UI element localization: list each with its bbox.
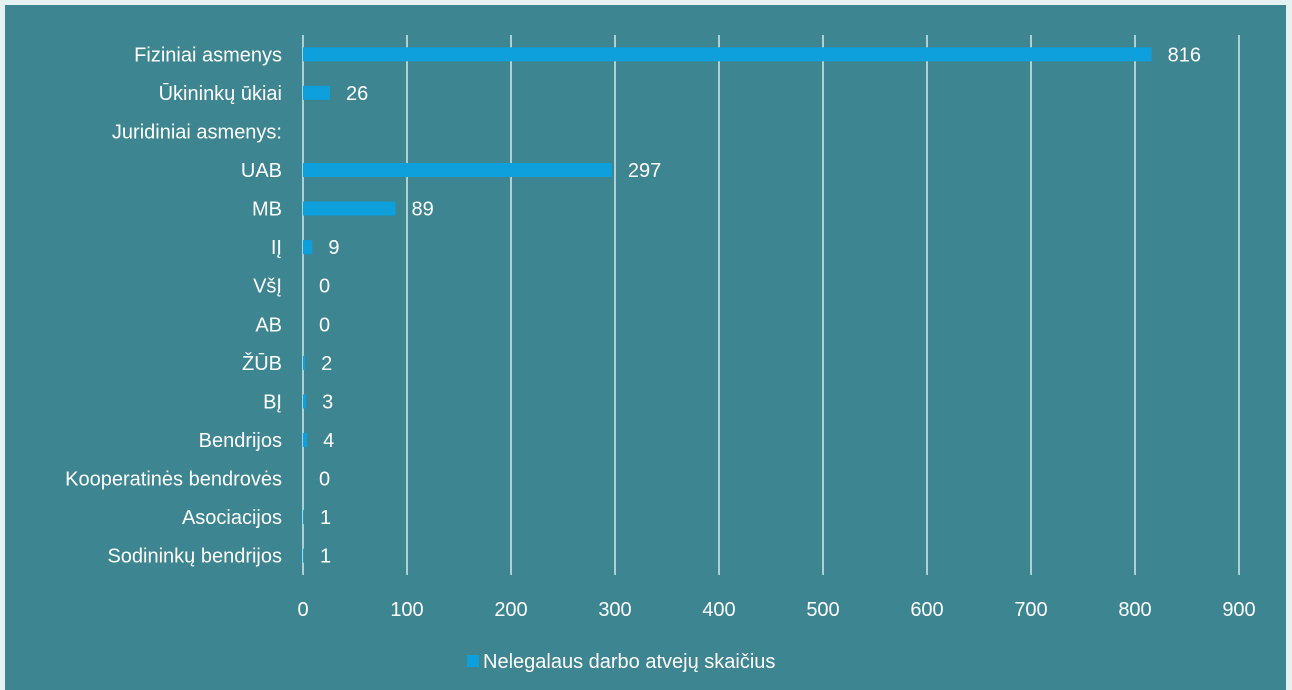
category-label: Juridiniai asmenys:: [112, 121, 282, 143]
category-label: IĮ: [271, 237, 282, 259]
category-label: Kooperatinės bendrovės: [65, 469, 282, 491]
gridlines: [302, 35, 1240, 575]
x-tick-label: 400: [702, 599, 735, 621]
x-tick-label: 700: [1014, 599, 1047, 621]
category-label: Fiziniai asmenys: [134, 44, 282, 66]
value-labels: 816 26 297 89 9 0 0 2 3 4 0 1 1: [319, 44, 1201, 567]
category-label: BĮ: [263, 391, 282, 413]
x-tick-label: 0: [297, 599, 308, 621]
bar: [303, 47, 1152, 62]
data-label: 0: [319, 276, 330, 298]
data-label: 4: [323, 430, 334, 452]
bar: [303, 433, 308, 447]
x-tick-label: 600: [910, 599, 943, 621]
bars: [303, 47, 1152, 563]
category-label: Bendrijos: [199, 430, 282, 452]
data-label: 297: [628, 160, 661, 182]
chart-background: [5, 5, 1286, 690]
bar: [303, 85, 331, 100]
x-tick-label: 100: [390, 599, 423, 621]
data-label: 9: [328, 237, 339, 259]
bar: [303, 163, 612, 177]
category-label: AB: [255, 314, 282, 336]
category-labels: Fiziniai asmenys Ūkininkų ūkiai Juridiniai…: [65, 44, 282, 567]
data-label: 0: [319, 469, 330, 491]
bar: [303, 548, 305, 563]
bar: [303, 510, 305, 525]
x-tick-label: 900: [1222, 599, 1255, 621]
category-label: Ūkininkų ūkiai: [159, 82, 282, 105]
data-label: 3: [322, 391, 333, 413]
data-label: 1: [320, 507, 331, 529]
category-label: UAB: [241, 160, 282, 182]
category-label: Asociacijos: [182, 507, 282, 529]
bar: [303, 355, 306, 370]
legend: Nelegalaus darbo atvejų skaičius: [467, 651, 775, 673]
x-tick-labels: 0 100 200 300 400 500 600 700 800 900: [297, 599, 1255, 621]
data-label: 89: [412, 199, 434, 221]
legend-label: Nelegalaus darbo atvejų skaičius: [483, 651, 775, 673]
data-label: 26: [346, 83, 368, 105]
x-tick-label: 200: [494, 599, 527, 621]
category-label: Sodininkų bendrijos: [107, 546, 282, 568]
x-tick-label: 500: [806, 599, 839, 621]
data-label: 0: [319, 314, 330, 336]
category-label: VšĮ: [253, 276, 282, 298]
legend-swatch: [467, 655, 479, 667]
data-label: 2: [321, 353, 332, 375]
bar: [303, 240, 313, 255]
data-label: 1: [320, 546, 331, 568]
category-label: ŽŪB: [242, 352, 282, 375]
x-tick-label: 800: [1118, 599, 1151, 621]
data-label: 816: [1168, 44, 1201, 66]
x-tick-label: 300: [598, 599, 631, 621]
bar: [303, 394, 307, 409]
bar: [303, 201, 396, 216]
category-label: MB: [252, 199, 282, 221]
